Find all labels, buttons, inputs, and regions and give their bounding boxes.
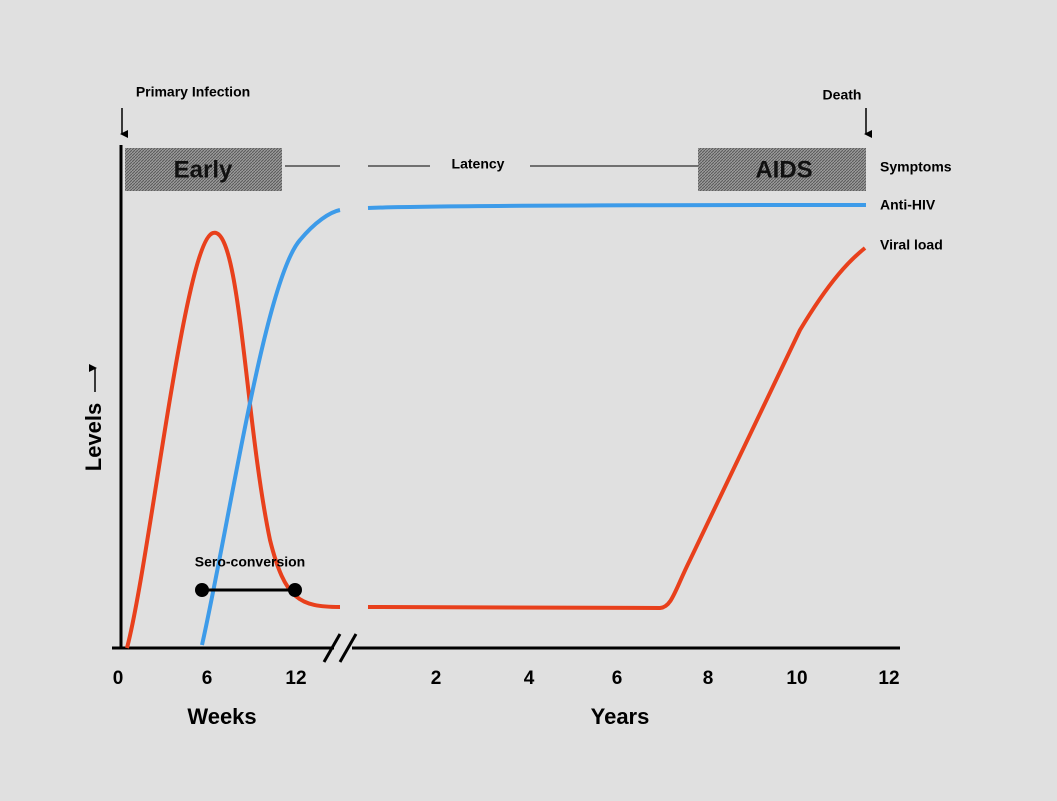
row-label: Symptoms <box>880 159 952 175</box>
phase-box <box>698 148 866 191</box>
x-axis-label: Weeks <box>187 704 256 729</box>
axis-break <box>338 633 358 663</box>
anti-hiv-curve <box>367 203 867 210</box>
dot <box>195 583 209 597</box>
phase-label: AIDS <box>755 156 812 183</box>
phase-box <box>125 148 282 191</box>
x-tick-label: 6 <box>202 668 213 689</box>
viral-load-curve <box>367 246 867 611</box>
y-axis-label: Levels <box>81 403 106 472</box>
x-tick-label: 2 <box>431 668 442 689</box>
x-tick-label: 10 <box>786 668 807 689</box>
phase-label: Latency <box>452 156 505 172</box>
label: Sero-conversion <box>195 554 305 570</box>
phase-label: Early <box>174 156 233 183</box>
label: Death <box>823 87 862 103</box>
x-tick-label: 0 <box>113 668 124 689</box>
x-tick-label: 4 <box>524 668 535 689</box>
x-tick-label: 12 <box>285 668 306 689</box>
x-tick-label: 6 <box>612 668 623 689</box>
x-tick-label: 8 <box>703 668 714 689</box>
x-tick-label: 12 <box>878 668 899 689</box>
row-label: Anti-HIV <box>880 197 936 213</box>
x-axis-label: Years <box>591 704 650 729</box>
anti-hiv-curve <box>200 208 341 646</box>
viral-load-curve <box>125 230 341 649</box>
label: Primary Infection <box>136 84 250 100</box>
row-label: Viral load <box>880 237 943 253</box>
dot <box>288 583 302 597</box>
axis-break <box>322 633 342 663</box>
